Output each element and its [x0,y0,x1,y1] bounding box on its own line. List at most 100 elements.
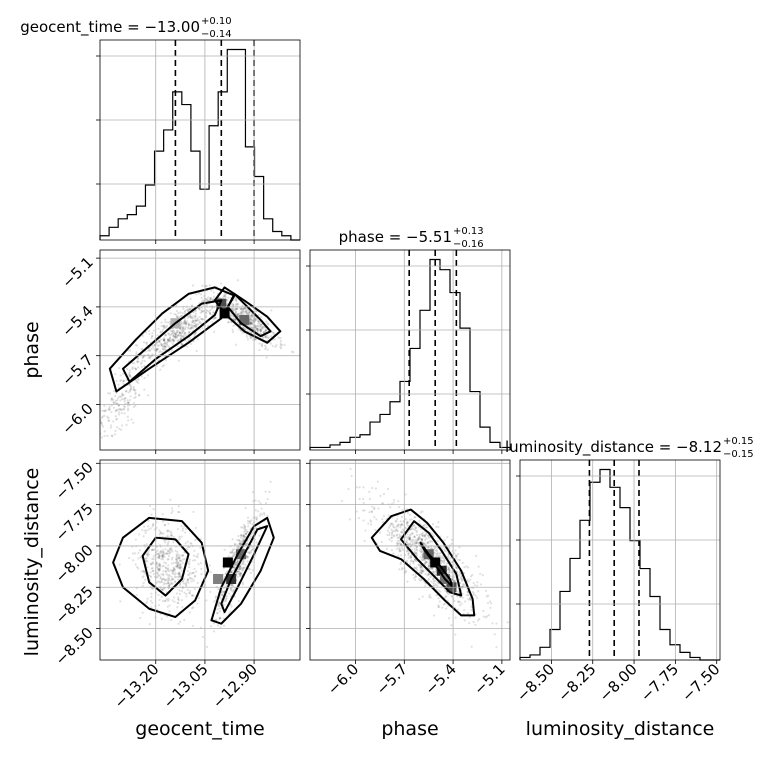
sample-point [374,487,378,490]
sample-point [264,335,267,339]
sample-point [163,579,167,582]
sample-point [194,309,198,312]
sample-point [409,540,413,543]
sample-point [188,324,191,327]
sample-point [177,575,180,578]
sample-point [132,385,135,389]
sample-point [434,580,437,583]
sample-point [164,359,167,362]
sample-point [180,535,183,538]
sample-point [421,569,424,572]
sample-point [463,566,466,569]
sample-point [177,538,180,541]
sample-point [414,539,417,542]
sample-point [117,408,120,411]
contour-luminosity-distance-vs-geocent-time-1 [112,516,210,619]
sample-point [106,415,109,418]
sample-point [141,611,144,614]
sample-point [250,316,253,319]
sample-point [408,537,411,541]
x-axis-label-luminosity-distance: luminosity_distance [526,718,715,740]
sample-point [191,606,194,610]
sample-point [171,337,175,341]
sample-point [163,325,166,328]
sample-point [380,540,383,544]
sample-point [237,534,240,538]
sample-point [222,567,225,570]
sample-point [262,331,265,334]
sample-point [158,569,161,572]
sample-point [412,560,415,563]
sample-point [396,536,399,539]
sample-point [239,571,243,575]
sample-point [160,557,163,561]
sample-point [250,331,253,334]
sample-point [268,490,271,494]
sample-point [212,295,216,298]
sample-point [477,565,480,568]
sample-point [126,407,130,410]
sample-point [177,330,180,333]
sample-point [179,575,182,578]
sample-point [416,569,419,572]
contour-phase-vs-geocent-time-0 [121,299,223,383]
sample-point [190,327,193,330]
sample-point [188,308,191,311]
sample-point [237,312,240,315]
sample-point [421,534,424,537]
sample-point [251,532,254,535]
sample-point [265,336,268,339]
sample-point [171,329,174,333]
sample-point [419,511,423,514]
sample-point [123,379,126,382]
sample-point [250,314,253,317]
sample-point [143,364,146,367]
sample-point [249,321,253,324]
sample-point [137,378,140,382]
sample-point [159,565,162,568]
tick-label-luminosity-distance: −8.50 [52,624,97,669]
sample-point [236,314,239,317]
sample-point [192,510,195,514]
sample-point [470,645,473,648]
sample-point [233,548,236,551]
sample-point [453,579,456,583]
sample-point [191,316,194,320]
sample-point [212,291,215,294]
sample-point [210,307,214,310]
sample-point [257,321,260,324]
sample-point [448,569,451,572]
tick-label-luminosity-distance: −8.25 [52,582,97,627]
sample-point [237,572,240,575]
sample-point [190,542,193,545]
sample-point [170,349,173,352]
sample-point [231,304,235,307]
sample-point [214,316,217,320]
sample-point [162,554,165,557]
sample-point [221,594,224,597]
tick-label-luminosity-distance: −8.00 [52,541,97,586]
sample-point [340,499,343,503]
frame-layer [99,39,721,661]
sample-point [212,297,215,300]
sample-point [144,557,147,560]
sample-point [396,523,399,526]
sample-point [186,308,190,311]
sample-point [460,575,463,578]
sample-point [185,323,188,326]
sample-point [214,316,217,320]
sample-point [164,566,167,569]
sample-point [247,525,250,528]
sample-point [355,510,358,513]
sample-point [247,309,250,312]
sample-point [138,533,141,536]
density-cell [216,298,227,309]
sample-point [417,535,421,538]
sample-point [188,308,191,311]
sample-point [393,526,396,529]
sample-point [117,383,120,386]
sample-point [186,316,189,319]
sample-point [385,547,389,550]
sample-point [417,563,420,566]
sample-point [164,523,167,527]
